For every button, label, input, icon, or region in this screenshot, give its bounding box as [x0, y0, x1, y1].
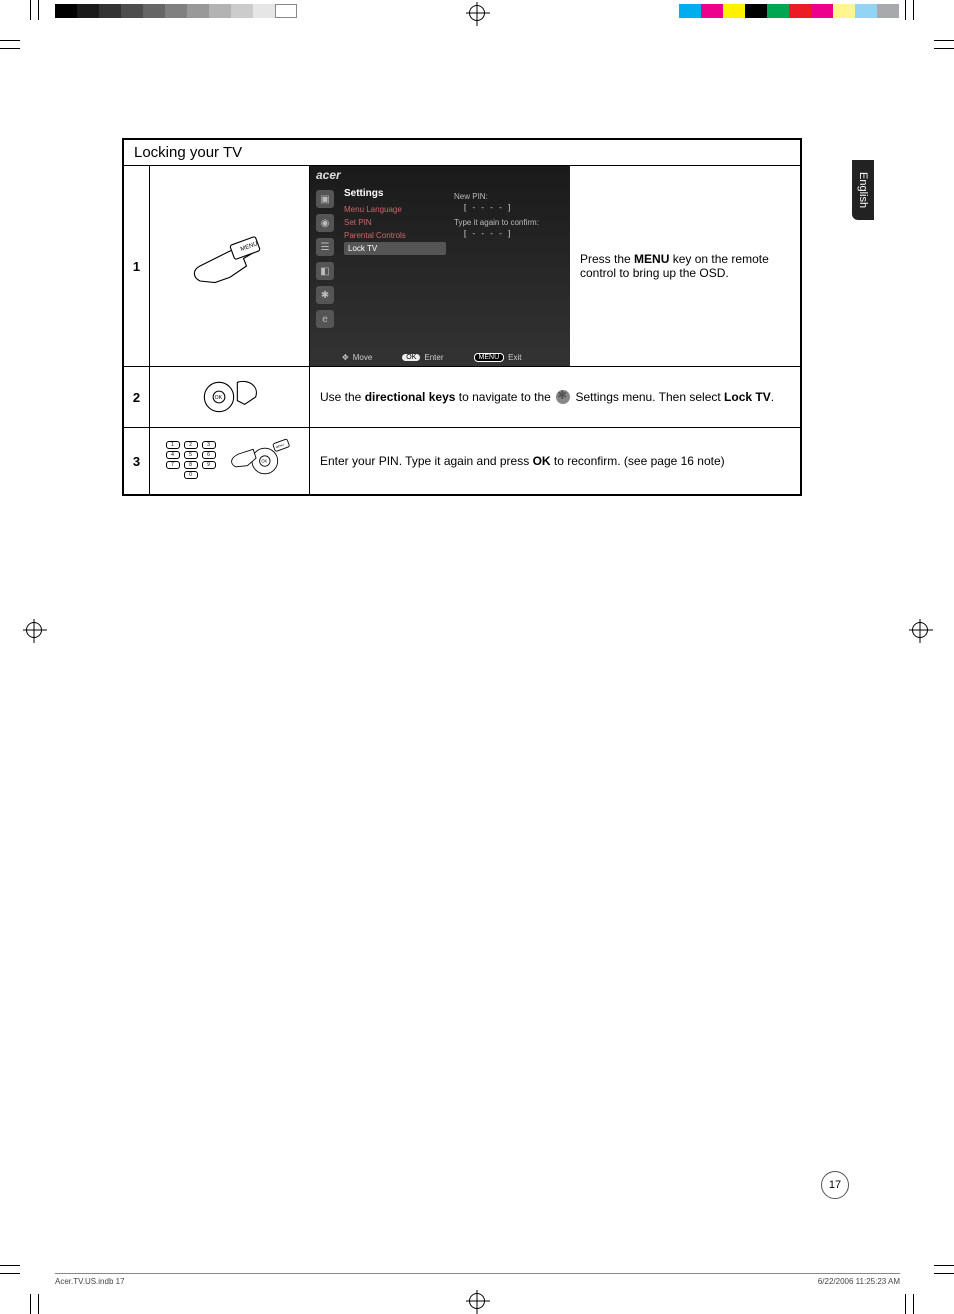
key: 6 [202, 451, 216, 459]
registration-target-right [912, 622, 928, 638]
text-bold: OK [533, 454, 551, 468]
hand-dpad-icon: OK [185, 375, 275, 419]
text-fragment: . [771, 390, 774, 404]
key: 2 [184, 441, 198, 449]
osd-brand: acer [310, 166, 570, 184]
instruction-table: Locking your TV 1 MENU acer ▣ ◉ ☰ ◧ ✱ e Setti… [122, 138, 802, 496]
remote-illustration: 123 456 789 0 OK MENU [150, 428, 310, 494]
osd-move-label: Move [353, 353, 373, 362]
top-print-marks [0, 0, 954, 50]
hand-ok-icon: OK MENU [224, 436, 294, 486]
osd-sidebar-icon: ☰ [316, 238, 334, 256]
registration-target-bottom [469, 1293, 485, 1309]
osd-footer: ✥ Move OK Enter MENU Exit [310, 353, 570, 362]
osd-sidebar-icon: ✱ [316, 286, 334, 304]
key: 4 [166, 451, 180, 459]
step-text: Press the MENU key on the remote control… [570, 166, 800, 366]
section-title: Locking your TV [124, 140, 800, 166]
osd-sidebar-icon: e [316, 310, 334, 328]
table-row: 1 MENU acer ▣ ◉ ☰ ◧ ✱ e Settings Menu Languag… [124, 166, 800, 367]
table-row: 2 OK Use the directional keys to navigat… [124, 367, 800, 428]
ok-label: OK [214, 395, 222, 401]
pin-mask: [ - - - - ] [464, 203, 566, 212]
settings-gear-icon [556, 390, 570, 404]
key: 5 [184, 451, 198, 459]
text-fragment: Use the [320, 390, 365, 404]
ok-label: OK [261, 459, 267, 464]
key: 7 [166, 461, 180, 469]
osd-heading: Settings [344, 188, 446, 199]
key: 8 [184, 461, 198, 469]
osd-exit-label: Exit [508, 353, 521, 362]
text-fragment: to navigate to the [455, 390, 554, 404]
key: 9 [202, 461, 216, 469]
step-number: 1 [124, 166, 150, 366]
osd-sidebar-icons: ▣ ◉ ☰ ◧ ✱ e [310, 184, 340, 344]
bottom-print-marks [0, 1264, 954, 1314]
key: 1 [166, 441, 180, 449]
registration-target-top [469, 5, 485, 21]
osd-right-pane: New PIN: [ - - - - ] Type it again to co… [450, 184, 570, 344]
move-arrows-icon: ✥ [342, 353, 349, 362]
grayscale-bar [55, 4, 297, 18]
osd-menu-badge: MENU [474, 353, 505, 362]
step-number: 2 [124, 367, 150, 427]
text-fragment: to reconfirm. (see page 16 note) [551, 454, 725, 468]
osd-menu: Settings Menu LanguageSet PINParental Co… [340, 184, 450, 344]
text-fragment: Press the [580, 252, 634, 266]
key: 3 [202, 441, 216, 449]
remote-illustration: MENU [150, 166, 310, 366]
osd-sidebar-icon: ◧ [316, 262, 334, 280]
text-fragment: Settings menu. Then select [572, 390, 724, 404]
key: 0 [184, 471, 198, 479]
remote-illustration: OK [150, 367, 310, 427]
osd-ok-badge: OK [402, 354, 420, 361]
osd-menu-item: Parental Controls [344, 229, 446, 242]
table-row: 3 123 456 789 0 OK MENU Enter yo [124, 428, 800, 494]
language-tab: English [852, 160, 874, 220]
osd-menu-item: Set PIN [344, 216, 446, 229]
osd-screenshot: acer ▣ ◉ ☰ ◧ ✱ e Settings Menu LanguageSet PI… [310, 166, 570, 366]
step-text: Use the directional keys to navigate to … [310, 367, 800, 427]
new-pin-label: New PIN: [454, 192, 566, 201]
osd-menu-item: Lock TV [344, 242, 446, 255]
text-bold: Lock TV [724, 390, 771, 404]
text-bold: directional keys [365, 390, 456, 404]
osd-sidebar-icon: ◉ [316, 214, 334, 232]
text-bold: MENU [634, 252, 669, 266]
keypad-icon: 123 456 789 0 [166, 441, 216, 481]
osd-menu-item: Menu Language [344, 203, 446, 216]
color-bar [679, 4, 899, 18]
step-text: Enter your PIN. Type it again and press … [310, 428, 800, 494]
registration-target-left [26, 622, 42, 638]
pin-mask-2: [ - - - - ] [464, 229, 566, 238]
text-fragment: Enter your PIN. Type it again and press [320, 454, 533, 468]
osd-enter-label: Enter [424, 353, 443, 362]
hand-menu-icon: MENU [185, 236, 275, 296]
page-number: 17 [821, 1171, 849, 1199]
confirm-label: Type it again to confirm: [454, 218, 566, 227]
step-number: 3 [124, 428, 150, 494]
osd-sidebar-icon: ▣ [316, 190, 334, 208]
